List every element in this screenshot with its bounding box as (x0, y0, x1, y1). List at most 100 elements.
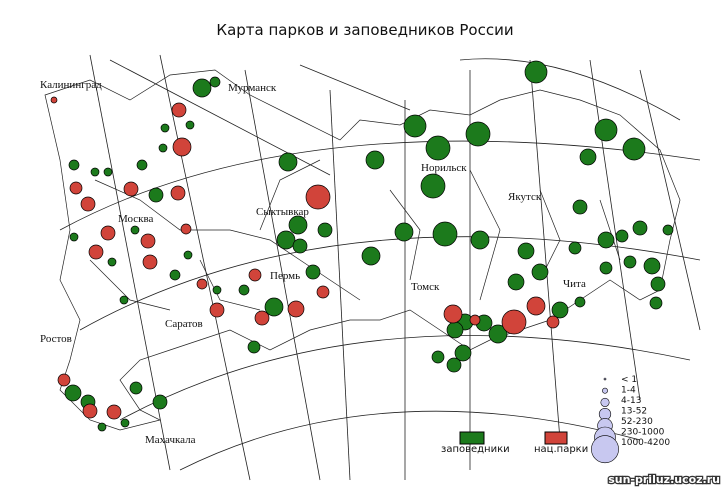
reserve-marker (568, 241, 582, 255)
park-marker (287, 300, 305, 318)
park-marker (443, 304, 463, 324)
city-label: Саратов (165, 318, 203, 330)
map-line (244, 69, 321, 481)
reserve-marker (488, 324, 508, 344)
reserve-marker (288, 215, 308, 235)
map-line (529, 59, 561, 441)
park-marker (142, 254, 158, 270)
reserve-marker (160, 123, 170, 133)
reserve-marker (64, 384, 82, 402)
park-marker (209, 302, 225, 318)
legend-size-label: 1-4 (621, 386, 636, 396)
reserve-marker (623, 255, 637, 269)
park-marker (82, 403, 98, 419)
legend-item: заповедники (441, 444, 510, 455)
park-marker (88, 244, 104, 260)
city-label: Пермь (270, 270, 300, 282)
reserve-marker (524, 60, 548, 84)
reserve-marker (276, 230, 296, 250)
legend-item (544, 431, 568, 445)
park-marker (501, 309, 527, 335)
map-line (459, 58, 681, 121)
city-label: Махачкала (145, 434, 196, 446)
reserve-marker (597, 231, 615, 249)
reserve-marker (185, 120, 195, 130)
park-marker (469, 314, 481, 326)
reserve-marker (574, 296, 586, 308)
legend-size-label: < 1 (621, 375, 637, 385)
park-marker (170, 185, 186, 201)
reserve-marker (572, 199, 588, 215)
reserve-marker (183, 250, 193, 260)
map-line (119, 335, 691, 421)
reserve-marker (425, 135, 451, 161)
reserve-marker (403, 114, 427, 138)
reserve-marker (130, 225, 140, 235)
reserve-marker (103, 167, 113, 177)
reserve-marker (394, 222, 414, 242)
watermark: sun-priluz.ucoz.ru (608, 473, 720, 486)
map-line (44, 69, 681, 431)
city-label: Москва (118, 213, 154, 225)
reserve-marker (599, 261, 613, 275)
city-label: Калининград (40, 79, 102, 91)
legend: заповедники нац.парки < 11-44-1313-5252-… (441, 375, 670, 464)
reserve-marker (650, 276, 666, 292)
reserve-marker (432, 221, 458, 247)
map-line (109, 59, 331, 176)
reserve-marker (470, 230, 490, 250)
reserve-marker (192, 78, 212, 98)
city-label: Якутск (508, 191, 542, 203)
city-label: Чита (563, 278, 586, 290)
reserve-marker (107, 257, 117, 267)
reserve-marker (264, 297, 284, 317)
map-line (89, 159, 621, 311)
reserve-marker (129, 381, 143, 395)
reserve-marker (120, 418, 130, 428)
map-line (79, 236, 701, 331)
reserve-marker (446, 321, 464, 339)
red (50, 96, 560, 420)
legend-item (459, 431, 485, 445)
reserve-marker (615, 229, 629, 243)
reserve-marker (649, 296, 663, 310)
park-marker (248, 268, 262, 282)
park-marker (172, 137, 192, 157)
reserve-marker (454, 344, 472, 362)
reserve-marker (97, 422, 107, 432)
reserve-marker (361, 246, 381, 266)
legend-size-label: 13-52 (621, 407, 647, 417)
park-marker (57, 373, 71, 387)
park-marker (546, 315, 560, 329)
park-marker (316, 285, 330, 299)
reserve-marker (136, 159, 148, 171)
reserve-marker (507, 273, 525, 291)
reserve-marker (622, 137, 646, 161)
reserve-marker (517, 242, 535, 260)
legend-size-label: 52-230 (621, 417, 653, 427)
reserve-marker (148, 187, 164, 203)
map-line (329, 89, 351, 481)
reserve-marker (365, 150, 385, 170)
reserve-marker (579, 148, 597, 166)
reserve-marker (152, 394, 168, 410)
reserve-marker (531, 263, 549, 281)
legend-item (602, 387, 608, 394)
legend-size-label: 230-1000 (621, 428, 665, 438)
reserve-marker (212, 285, 222, 295)
park-marker (180, 223, 192, 235)
reserve-marker (169, 269, 181, 281)
legend-size-label: 4-13 (621, 396, 641, 406)
park-marker (305, 184, 331, 210)
reserve-marker (69, 232, 79, 242)
reserve-marker (292, 238, 308, 254)
legend-item (591, 435, 619, 464)
map-line (159, 54, 251, 481)
city-label: Норильск (421, 162, 467, 174)
reserve-marker (209, 76, 221, 88)
map-line (589, 59, 641, 401)
city-label: Мурманск (228, 82, 277, 94)
park-marker (69, 181, 83, 195)
reserve-marker (632, 220, 648, 236)
